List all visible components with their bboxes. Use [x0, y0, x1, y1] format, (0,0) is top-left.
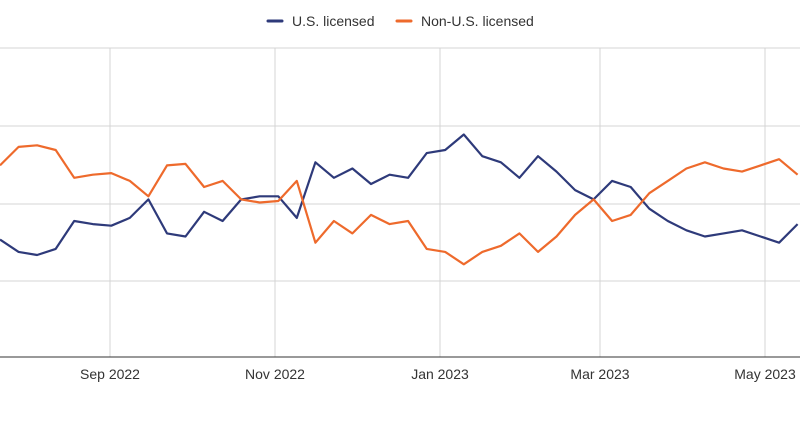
x-tick-label: Mar 2023 [570, 366, 629, 382]
series-line-us-licensed [0, 133, 799, 257]
x-tick-label: Nov 2022 [245, 366, 305, 382]
x-tick-label: Jan 2023 [411, 366, 469, 382]
vertical-gridlines [109, 48, 766, 357]
x-tick-label: Sep 2022 [80, 366, 140, 382]
legend-label-us: U.S. licensed [292, 13, 374, 29]
horizontal-gridlines [0, 47, 800, 282]
x-tick-label: May 2023 [734, 366, 796, 382]
series-line-non-us-licensed [0, 144, 799, 266]
x-axis-ticks: Sep 2022 Nov 2022 Jan 2023 Mar 2023 May 2023 [80, 366, 796, 382]
legend: U.S. licensed Non-U.S. licensed [266, 13, 534, 29]
legend-label-non-us: Non-U.S. licensed [421, 13, 534, 29]
series-layer [0, 133, 799, 266]
